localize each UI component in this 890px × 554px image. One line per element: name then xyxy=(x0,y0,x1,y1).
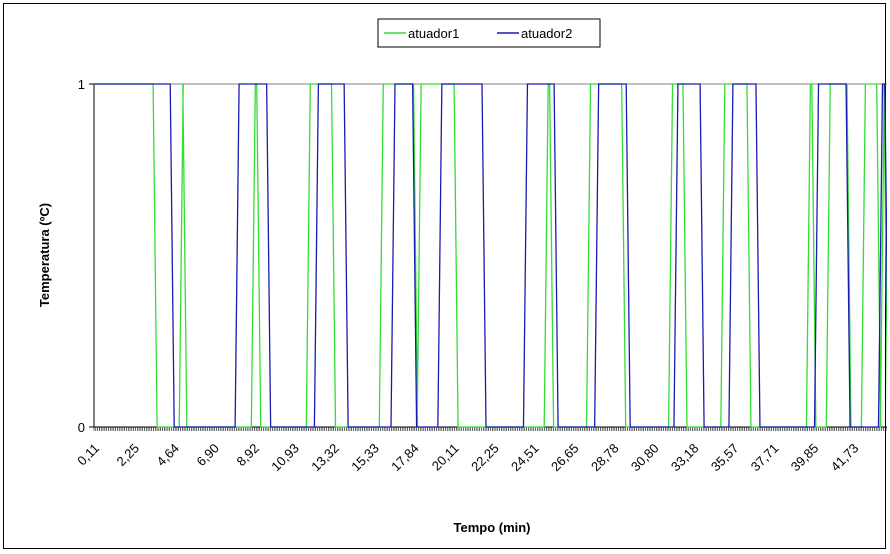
x-tick-label: 17,84 xyxy=(388,441,422,475)
x-tick-label: 8,92 xyxy=(233,441,262,470)
x-tick-label: 10,93 xyxy=(268,441,302,475)
series-line-atuador1 xyxy=(94,83,887,428)
x-tick-label: 20,11 xyxy=(429,441,462,474)
x-tick-label: 15,33 xyxy=(348,441,382,475)
x-tick-label: 30,80 xyxy=(628,441,662,475)
y-tick-label: 1 xyxy=(78,77,85,92)
x-tick-label: 35,57 xyxy=(708,441,742,475)
y-tick-label: 0 xyxy=(78,420,85,435)
x-axis-title: Tempo (min) xyxy=(453,520,530,535)
x-tick-label: 13,32 xyxy=(308,441,342,475)
x-tick-label: 39,85 xyxy=(788,441,822,475)
x-tick-label: 33,18 xyxy=(668,441,702,475)
x-tick-label: 4,64 xyxy=(154,441,183,470)
x-tick-label: 24,51 xyxy=(508,441,542,475)
plot-area: 0 1 0,11 2,25 4,64 6,90 8,92 10,93 13,32 15,33 17,… xyxy=(74,77,887,474)
x-tick-label: 0,11 xyxy=(74,441,102,469)
x-tick-label: 41,73 xyxy=(828,441,862,475)
legend-label-atuador1: atuador1 xyxy=(408,26,459,41)
chart-frame: atuador1 atuador2 Temperatura (ºC) Tempo… xyxy=(3,3,887,549)
series-line-atuador2 xyxy=(94,83,887,428)
x-tick-label: 26,65 xyxy=(548,441,582,475)
x-tick-label: 22,25 xyxy=(468,441,502,475)
legend: atuador1 atuador2 xyxy=(377,18,601,48)
legend-box xyxy=(377,18,601,48)
x-tick-label: 6,90 xyxy=(193,441,222,470)
chart-svg: atuador1 atuador2 Temperatura (ºC) Tempo… xyxy=(37,18,887,535)
y-axis-title: Temperatura (ºC) xyxy=(37,203,52,307)
legend-label-atuador2: atuador2 xyxy=(521,26,572,41)
x-tick-label: 2,25 xyxy=(114,441,143,470)
x-tick-label: 37,71 xyxy=(748,441,782,475)
x-tick-label: 28,78 xyxy=(588,441,622,475)
